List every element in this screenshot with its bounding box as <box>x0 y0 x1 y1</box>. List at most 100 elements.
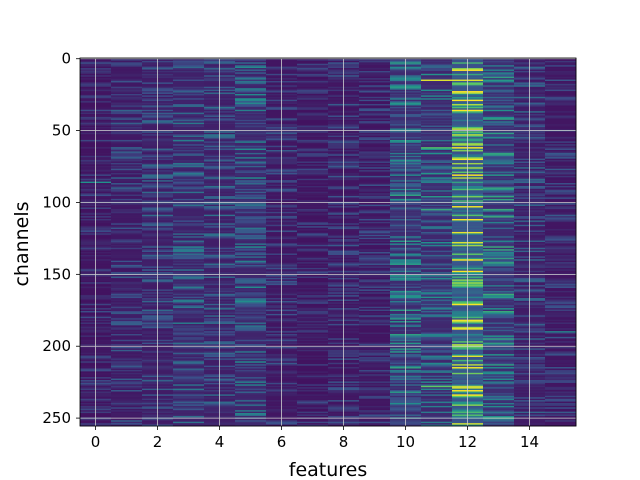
heatmap-cell <box>235 157 267 160</box>
heatmap-cell <box>111 93 143 96</box>
x-tick-label: 8 <box>339 433 349 451</box>
heatmap-cell <box>545 346 577 349</box>
heatmap-cell <box>297 398 329 401</box>
heatmap-cell <box>235 167 267 170</box>
heatmap-cell <box>297 361 329 364</box>
heatmap-cell <box>173 352 205 355</box>
heatmap-cell <box>173 161 205 164</box>
heatmap-cell <box>235 375 267 378</box>
heatmap-cell <box>359 139 391 142</box>
heatmap-cell <box>483 141 515 144</box>
heatmap-cell <box>297 286 329 289</box>
heatmap-cell <box>545 85 577 88</box>
heatmap-cell <box>111 95 143 98</box>
heatmap-cell <box>297 391 329 394</box>
heatmap-cell <box>421 91 453 93</box>
heatmap-cell <box>359 158 391 161</box>
heatmap-cell <box>297 421 329 424</box>
heatmap-cell <box>111 388 143 391</box>
heatmap-cell <box>483 361 515 364</box>
heatmap-cell <box>421 315 453 318</box>
heatmap-cell <box>545 279 577 282</box>
heatmap-cell <box>545 68 577 70</box>
heatmap-cell <box>297 155 329 158</box>
heatmap-cell <box>173 323 205 326</box>
heatmap-cell <box>297 344 329 346</box>
heatmap-cell <box>297 193 329 195</box>
heatmap-cell <box>359 326 391 329</box>
y-tick-label: 200 <box>42 337 71 355</box>
heatmap-cell <box>111 256 143 259</box>
heatmap-cell <box>111 219 143 221</box>
heatmap-cell <box>173 147 205 149</box>
heatmap-cell <box>111 254 143 257</box>
heatmap-cell <box>235 122 267 125</box>
heatmap-cell <box>235 254 267 257</box>
heatmap-cell <box>297 92 329 95</box>
heatmap-cell <box>235 342 267 345</box>
heatmap-cell <box>111 334 143 336</box>
heatmap-cell <box>483 250 515 253</box>
heatmap-cell <box>545 313 577 316</box>
heatmap-cell <box>545 124 577 126</box>
heatmap-cell <box>545 230 577 233</box>
heatmap-cell <box>173 101 205 103</box>
heatmap-cell <box>483 111 515 114</box>
heatmap-cell <box>173 336 205 339</box>
heatmap-cell <box>421 348 453 351</box>
heatmap-cell <box>173 279 205 282</box>
heatmap-cell <box>421 408 453 411</box>
heatmap-cell <box>173 390 205 392</box>
heatmap-cell <box>359 272 391 275</box>
heatmap-cell <box>483 348 515 351</box>
heatmap-cell <box>297 160 329 162</box>
heatmap-cell <box>235 93 267 96</box>
heatmap-cell <box>173 227 205 230</box>
heatmap-cell <box>421 188 453 191</box>
heatmap-cell <box>111 164 143 167</box>
heatmap-cell <box>421 108 453 111</box>
heatmap-cell <box>297 105 329 108</box>
heatmap-cell <box>359 175 391 178</box>
heatmap-cell <box>545 226 577 229</box>
heatmap-cell <box>421 249 453 252</box>
heatmap-cell <box>111 161 143 164</box>
heatmap-cell <box>545 177 577 180</box>
heatmap-cell <box>297 377 329 379</box>
heatmap-cell <box>359 380 391 382</box>
heatmap-cell <box>359 112 391 115</box>
heatmap-cell <box>173 148 205 151</box>
heatmap-cell <box>545 65 577 68</box>
heatmap-cell <box>111 188 143 191</box>
x-tick-label: 2 <box>153 433 163 451</box>
heatmap-cell <box>173 88 205 91</box>
heatmap-cell <box>297 242 329 244</box>
heatmap-cell <box>235 408 267 411</box>
heatmap-cell <box>111 88 143 91</box>
heatmap-cell <box>359 115 391 118</box>
heatmap-cell <box>483 154 515 157</box>
heatmap-cell <box>359 132 391 135</box>
heatmap-cell <box>173 115 205 118</box>
heatmap-cell <box>483 112 515 115</box>
heatmap-cell <box>173 280 205 283</box>
heatmap-cell <box>421 313 453 316</box>
heatmap-cell <box>235 214 267 217</box>
heatmap-cell <box>297 362 329 365</box>
heatmap-cell <box>235 162 267 165</box>
heatmap-cell <box>111 244 143 247</box>
heatmap-cell <box>545 285 577 287</box>
heatmap-cell <box>111 348 143 351</box>
heatmap-cell <box>111 175 143 178</box>
heatmap-cell <box>297 352 329 355</box>
heatmap-cell <box>111 213 143 216</box>
heatmap-cell <box>359 168 391 171</box>
heatmap-cell <box>421 421 453 424</box>
heatmap-cell <box>483 183 515 185</box>
heatmap-cell <box>483 60 515 63</box>
heatmap-cell <box>235 283 267 286</box>
heatmap-cell <box>359 93 391 96</box>
heatmap-cell <box>297 73 329 76</box>
heatmap-cell <box>421 83 453 86</box>
heatmap-cell <box>111 407 143 410</box>
